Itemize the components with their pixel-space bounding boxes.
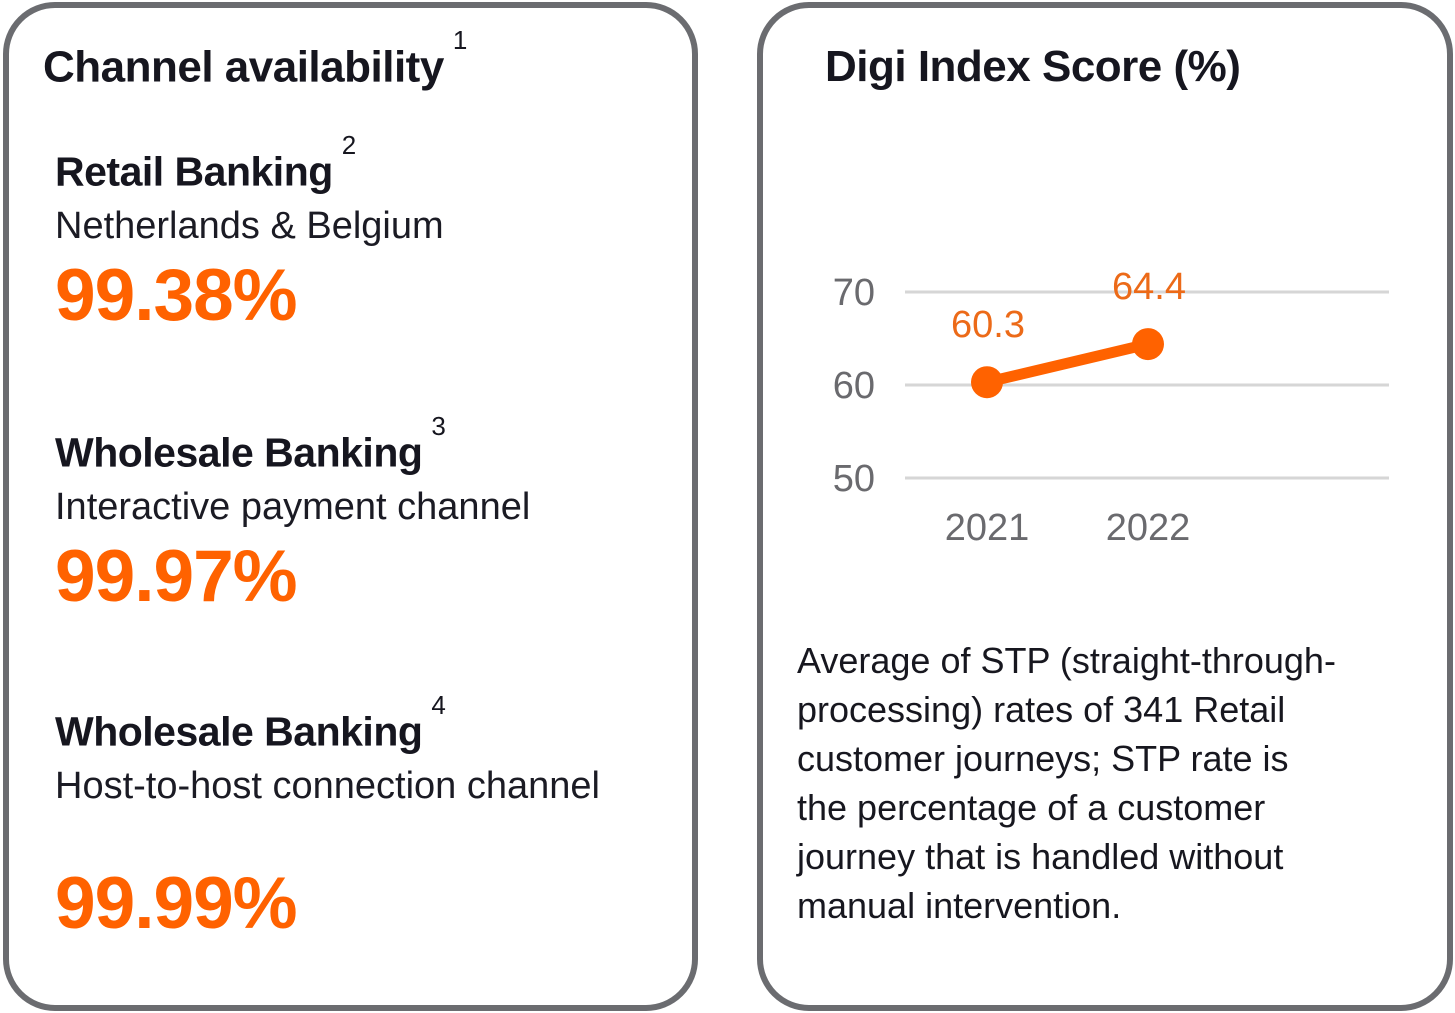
data-point-2021 bbox=[971, 366, 1003, 399]
x-axis-tick-2022: 2022 bbox=[1106, 507, 1191, 549]
metric-subtitle: Interactive payment channel bbox=[55, 485, 531, 528]
metric-footnote: 3 bbox=[431, 411, 446, 441]
right-card-title: Digi Index Score (%) bbox=[825, 42, 1241, 91]
metric-heading: Wholesale Banking 4 bbox=[55, 690, 656, 757]
y-axis-tick-50: 50 bbox=[833, 458, 875, 500]
metric-wholesale-banking-host: Wholesale Banking 4 Host-to-host connecti… bbox=[55, 690, 656, 944]
left-card-title-footnote: 1 bbox=[452, 25, 468, 55]
metric-footnote: 4 bbox=[431, 690, 446, 720]
series-line bbox=[981, 338, 1154, 388]
metric-heading: Retail Banking 2 bbox=[55, 130, 656, 197]
left-card-title: Channel availability 1 bbox=[43, 25, 467, 93]
metric-value: 99.97% bbox=[55, 535, 298, 617]
left-card-title-text: Channel availability bbox=[43, 42, 444, 92]
metric-heading-text: Wholesale Banking bbox=[55, 708, 423, 755]
x-axis-tick-2021: 2021 bbox=[945, 507, 1030, 549]
data-label-2022: 64.4 bbox=[1112, 266, 1186, 308]
metric-value: 99.38% bbox=[55, 254, 298, 336]
metric-subtitle: Host-to-host connection channel bbox=[55, 764, 600, 807]
data-point-2022 bbox=[1132, 328, 1164, 361]
data-label-2021: 60.3 bbox=[951, 304, 1025, 346]
metric-heading-text: Retail Banking bbox=[55, 148, 333, 195]
metric-retail-banking: Retail Banking 2 Netherlands & Belgium 99… bbox=[55, 130, 656, 336]
digi-index-line-chart: 70 60 50 2021 2022 60.3 64.4 bbox=[833, 266, 1389, 549]
channel-availability-card: Channel availability 1 Retail Banking 2 Ne… bbox=[3, 2, 698, 1011]
y-axis-tick-60: 60 bbox=[833, 365, 875, 407]
metric-heading-text: Wholesale Banking bbox=[55, 429, 423, 476]
metric-value: 99.99% bbox=[55, 862, 298, 944]
y-axis-tick-70: 70 bbox=[833, 272, 875, 314]
metric-footnote: 2 bbox=[341, 130, 357, 160]
digi-index-card: Digi Index Score (%) 70 60 50 2021 2022 60.3 6… bbox=[757, 2, 1453, 1011]
metric-wholesale-banking-interactive: Wholesale Banking 3 Interactive payment c… bbox=[55, 411, 656, 617]
digi-index-description: Average of STP (straight-through- proces… bbox=[797, 640, 1336, 926]
metric-heading: Wholesale Banking 3 bbox=[55, 411, 656, 478]
metric-subtitle: Netherlands & Belgium bbox=[55, 204, 444, 247]
